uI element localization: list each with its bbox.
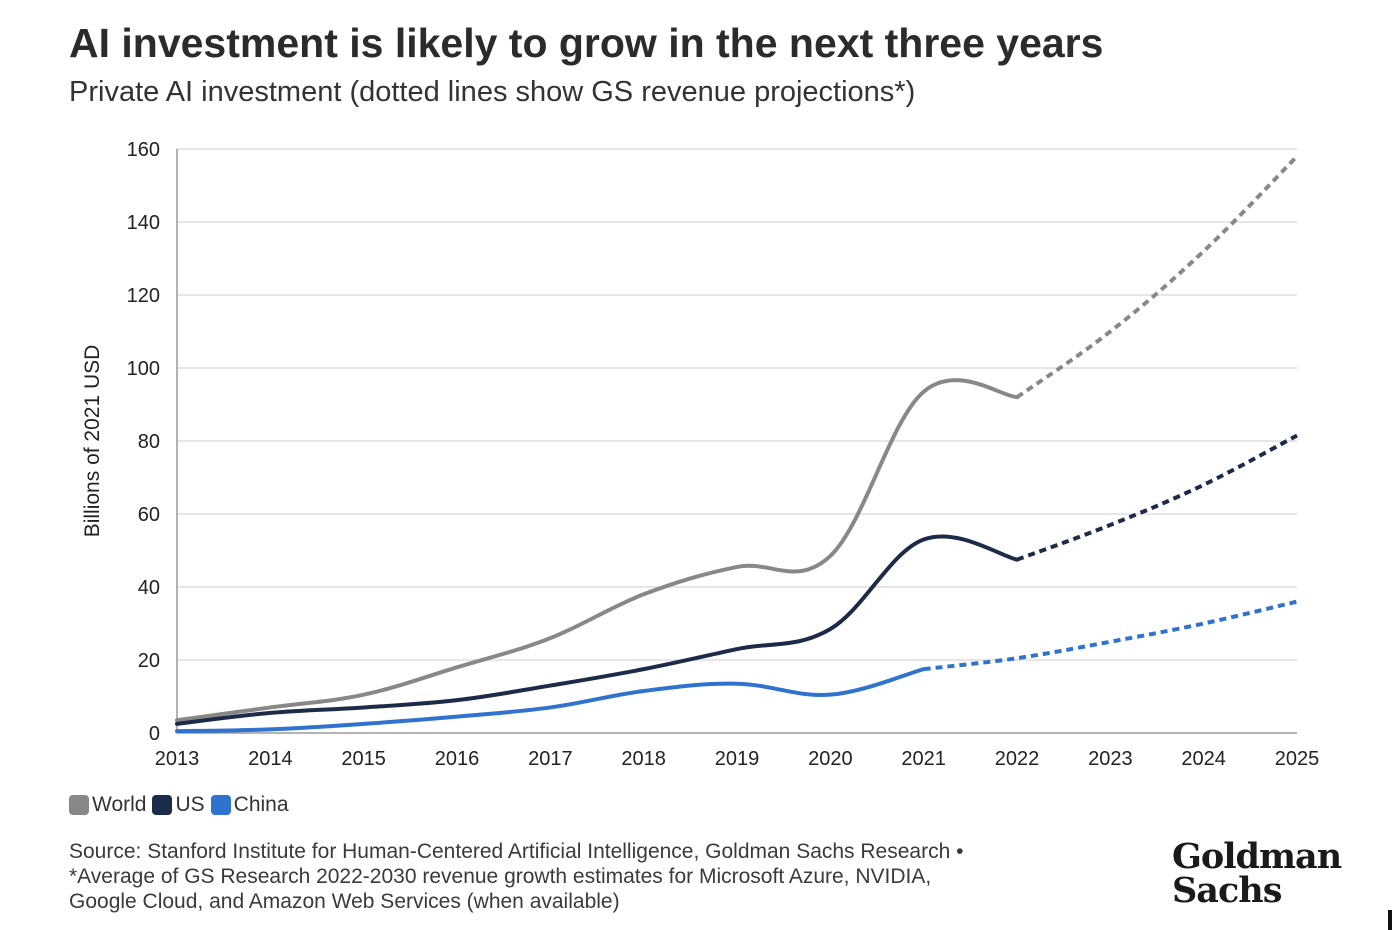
logo-line: Sachs	[1172, 870, 1282, 911]
series-line-us	[175, 534, 1019, 726]
goldman-sachs-logo: Goldman Sachs	[1172, 836, 1342, 911]
legend-swatch-china	[210, 795, 231, 815]
gridlines	[177, 148, 1297, 661]
legend-item-china: China	[210, 793, 292, 817]
series-line-world-projection	[1015, 154, 1299, 399]
source-line: Source: Stanford Institute for Human-Cen…	[69, 840, 964, 863]
legend-label-us: US	[175, 793, 205, 816]
footnote-line: *Average of GS Research 2022-2030 revenu…	[69, 865, 932, 888]
x-tick-label: 2019	[715, 748, 760, 770]
chart-subtitle: Private AI investment (dotted lines show…	[69, 76, 916, 108]
legend-label-china: China	[233, 793, 289, 816]
legend: World US China	[69, 793, 295, 817]
x-tick-label: 2025	[1275, 748, 1320, 770]
y-tick-label: 40	[138, 577, 160, 599]
y-tick-label: 20	[138, 650, 160, 672]
series-line-us-projection	[1016, 433, 1298, 562]
x-tick-label: 2020	[808, 748, 853, 770]
series-line-china	[175, 667, 926, 734]
y-axis-label: Billions of 2021 USD	[81, 345, 104, 538]
x-tick-label: 2021	[901, 748, 946, 770]
legend-swatch-us	[152, 795, 173, 815]
y-tick-label: 60	[138, 504, 160, 526]
source-note: Source: Stanford Institute for Human-Cen…	[69, 839, 1149, 914]
x-tick-label: 2016	[435, 748, 480, 770]
chart-title: AI investment is likely to grow in the n…	[69, 20, 1104, 66]
series-line-world	[175, 378, 1019, 723]
x-tick-label: 2018	[621, 748, 666, 770]
logo-line: Goldman	[1172, 836, 1342, 877]
x-tick-label: 2017	[528, 748, 573, 770]
y-tick-label: 100	[127, 358, 160, 380]
legend-item-us: US	[152, 793, 207, 817]
y-tick-label: 80	[138, 431, 160, 453]
axes	[176, 149, 1297, 734]
series-line-china-projection	[923, 599, 1298, 672]
y-tick-label: 0	[149, 723, 160, 745]
x-tick-label: 2015	[341, 748, 386, 770]
legend-item-world: World	[69, 793, 149, 817]
x-tick-label: 2022	[995, 748, 1040, 770]
footnote-line: Google Cloud, and Amazon Web Services (w…	[69, 890, 620, 913]
x-tick-label: 2014	[248, 748, 293, 770]
x-tick-label: 2023	[1088, 748, 1133, 770]
series-lines	[175, 154, 1299, 734]
y-tick-label: 140	[127, 212, 160, 234]
x-tick-label: 2013	[155, 748, 200, 770]
legend-label-world: World	[92, 793, 147, 816]
y-tick-label: 160	[127, 139, 160, 161]
corner-mark	[1388, 910, 1392, 930]
y-tick-label: 120	[127, 285, 160, 307]
tick-labels: 0 20 40 60 80 100 120 140 160 2013 2014 2015 2016 201…	[127, 139, 1320, 770]
legend-swatch-world	[69, 795, 89, 815]
x-tick-label: 2024	[1181, 748, 1226, 770]
